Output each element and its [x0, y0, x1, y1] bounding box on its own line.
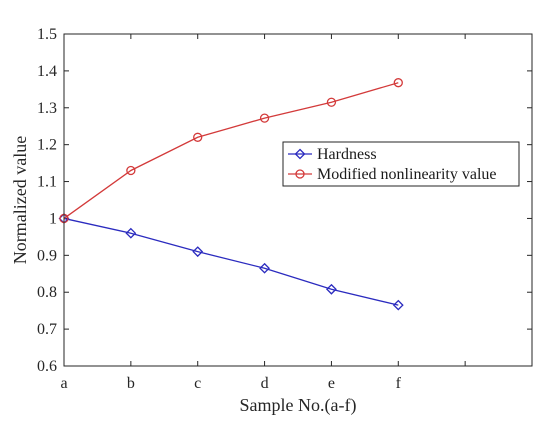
y-tick-label: 0.8: [37, 284, 57, 301]
hardness-data-point: [125, 227, 137, 239]
nonlinearity-series-line: [63, 82, 399, 219]
y-tick-label: 0.7: [37, 321, 57, 338]
series-layer: [58, 78, 404, 311]
nonlinearity-data-point: [126, 165, 136, 176]
hardness-data-point: [392, 299, 404, 311]
x-tick-label: c: [194, 375, 201, 392]
plot-frame: [63, 33, 533, 367]
nonlinearity-data-point: [259, 113, 270, 123]
y-tick-label: 0.6: [37, 358, 57, 375]
x-axis-title: Sample No.(a-f): [240, 395, 357, 416]
hardness-data-point: [192, 246, 204, 258]
y-axis-ticks: 0.6 0.7 0.8 0.9 1 1.1 1.2 1.3 1.4 1.5: [37, 26, 532, 375]
nonlinearity-data-point: [193, 132, 203, 142]
hardness-data-point: [259, 262, 270, 274]
legend: Hardness Modified nonlinearity value: [282, 141, 520, 187]
y-tick-label: 1.1: [37, 174, 57, 191]
legend-hardness-marker: [294, 148, 306, 160]
y-tick-label: 0.9: [37, 247, 57, 264]
y-tick-label: 1.3: [37, 100, 57, 117]
legend-hardness-label: Hardness: [317, 146, 377, 163]
legend-box: [282, 141, 520, 187]
nonlinearity-data-point: [326, 97, 337, 107]
legend-nonlinearity-label: Modified nonlinearity value: [317, 166, 497, 183]
hardness-series-line: [63, 217, 399, 306]
x-tick-label: a: [60, 375, 67, 392]
y-tick-label: 1.4: [37, 63, 57, 80]
y-tick-label: 1.5: [37, 26, 57, 43]
hardness-data-point: [326, 283, 337, 295]
x-tick-label: e: [328, 375, 335, 392]
x-tick-label: f: [396, 375, 402, 392]
y-axis-title: Normalized value: [10, 136, 30, 264]
x-tick-label: b: [127, 375, 135, 392]
plot-background: [64, 34, 532, 366]
x-tick-label: d: [261, 375, 269, 392]
legend-nonlinearity-marker: [295, 169, 305, 179]
y-tick-label: 1: [49, 210, 57, 227]
nonlinearity-data-point: [393, 78, 403, 88]
y-tick-label: 1.2: [37, 137, 57, 154]
